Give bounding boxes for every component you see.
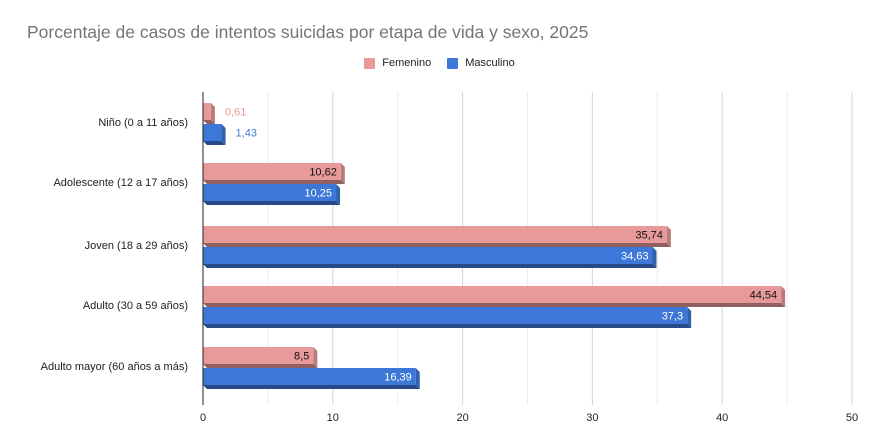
x-tick-label: 40 xyxy=(716,412,728,424)
data-label: 35,74 xyxy=(635,230,663,242)
bar-masculino xyxy=(203,184,337,201)
bar-side-face xyxy=(336,184,341,205)
category-label: Niño (0 a 11 años) xyxy=(98,117,188,129)
bar-masculino xyxy=(203,368,416,385)
data-label: 1,43 xyxy=(236,128,257,140)
data-label: 8,5 xyxy=(294,351,309,363)
legend-item-masculino[interactable]: Masculino xyxy=(447,57,515,69)
bar-femenino xyxy=(203,103,211,120)
bar-bottom-face xyxy=(203,201,341,205)
category-label: Adulto mayor (60 años a más) xyxy=(41,361,188,373)
bar-femenino xyxy=(203,286,782,303)
bar-bottom-face xyxy=(203,324,692,328)
bar-bottom-face xyxy=(203,364,318,368)
bar-bottom-face xyxy=(203,120,215,124)
bar-masculino xyxy=(203,307,688,324)
data-label: 10,25 xyxy=(305,188,333,200)
bar-bottom-face xyxy=(203,243,671,247)
legend: Femenino Masculino xyxy=(0,57,879,69)
bar-bottom-face xyxy=(203,264,657,268)
legend-label-masculino: Masculino xyxy=(465,57,515,69)
legend-item-femenino[interactable]: Femenino xyxy=(364,57,431,69)
legend-label-femenino: Femenino xyxy=(382,57,432,69)
data-label: 16,39 xyxy=(384,372,412,384)
x-tick-label: 10 xyxy=(327,412,339,424)
category-label: Adolescente (12 a 17 años) xyxy=(53,177,188,189)
bar-side-face xyxy=(313,347,318,368)
bar-femenino xyxy=(203,347,314,364)
legend-swatch-femenino xyxy=(364,57,376,69)
chart-title: Porcentaje de casos de intentos suicidas… xyxy=(27,22,589,42)
bar-bottom-face xyxy=(203,303,786,307)
data-label: 0,61 xyxy=(225,107,246,119)
bar-side-face xyxy=(687,307,692,328)
x-tick-label: 50 xyxy=(846,412,858,424)
bar-masculino xyxy=(203,124,222,141)
x-tick-label: 30 xyxy=(586,412,598,424)
bar-side-face xyxy=(781,286,786,307)
data-label: 10,62 xyxy=(309,167,337,179)
x-tick-label: 20 xyxy=(456,412,468,424)
data-label: 37,3 xyxy=(662,311,683,323)
bar-femenino xyxy=(203,226,667,243)
bar-bottom-face xyxy=(203,180,345,184)
bar-side-face xyxy=(210,103,215,124)
data-label: 44,54 xyxy=(750,290,778,302)
category-label: Adulto (30 a 59 años) xyxy=(83,300,188,312)
bar-masculino xyxy=(203,247,653,264)
bar-side-face xyxy=(415,368,420,389)
bar-side-face xyxy=(340,163,345,184)
bar-bottom-face xyxy=(203,385,420,389)
bar-femenino xyxy=(203,163,341,180)
bar-side-face xyxy=(652,247,657,268)
data-label: 34,63 xyxy=(621,251,649,263)
bar-side-face xyxy=(666,226,671,247)
bar-side-face xyxy=(221,124,226,145)
x-tick-label: 0 xyxy=(200,412,206,424)
bar-bottom-face xyxy=(203,141,226,145)
category-label: Joven (18 a 29 años) xyxy=(85,240,188,252)
legend-swatch-masculino xyxy=(447,57,459,69)
